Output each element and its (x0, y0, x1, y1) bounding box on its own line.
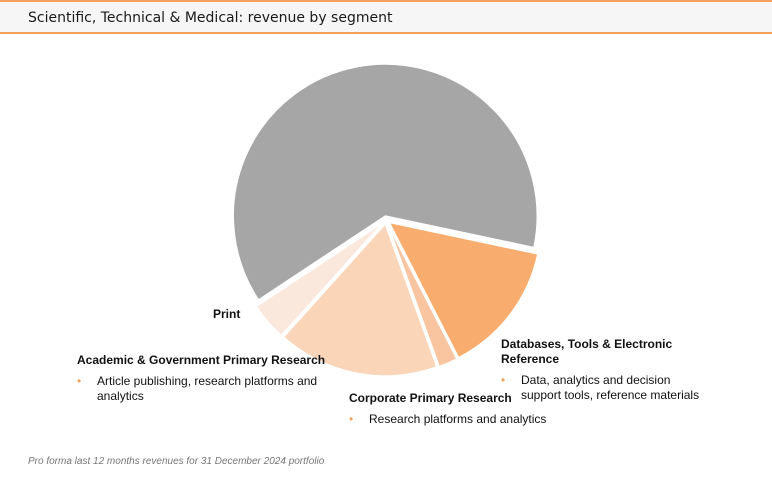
label-databases-tools-name: Databases, Tools & Electronic Reference (501, 337, 673, 366)
label-print: Print (213, 307, 240, 322)
label-print-name: Print (213, 307, 241, 321)
pie-slice-unlabeled (232, 63, 538, 302)
label-academic-government-name: Academic & Government Primary Research (77, 353, 326, 367)
pie-slice-databases-tools-electronic-reference (387, 221, 539, 359)
label-corporate-primary-research-name: Corporate Primary Research (349, 391, 512, 405)
label-databases-tools-desc: Data, analytics and decision support too… (501, 373, 711, 403)
footnote: Pro forma last 12 months revenues for 31… (28, 456, 325, 467)
label-academic-government: Academic & Government Primary Research A… (77, 353, 337, 404)
slide-header: Scientific, Technical & Medical: revenue… (0, 0, 772, 34)
pie-slice-academic-government-primary-research (282, 222, 438, 377)
label-academic-government-desc: Article publishing, research platforms a… (77, 374, 337, 404)
pie-slice-print (255, 221, 384, 337)
pie-slice-corporate-primary-research (386, 223, 458, 368)
label-corporate-primary-research-desc: Research platforms and analytics (349, 412, 579, 427)
label-databases-tools: Databases, Tools & Electronic Reference … (501, 337, 711, 403)
label-corporate-primary-research: Corporate Primary Research Research plat… (349, 391, 579, 427)
page-title: Scientific, Technical & Medical: revenue… (28, 10, 393, 26)
